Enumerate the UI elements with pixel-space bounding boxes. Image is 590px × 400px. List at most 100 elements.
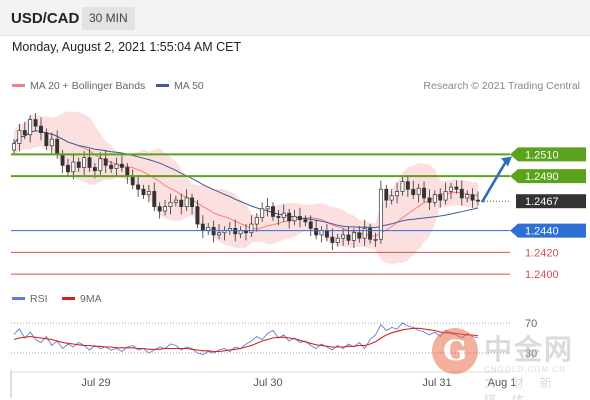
rsi-level-30-label: 30: [525, 348, 537, 360]
watermark-title: 中金网: [484, 333, 575, 366]
x-tick-label: Jul 29: [81, 377, 110, 389]
candle-body: [92, 167, 97, 172]
candle-body: [346, 234, 351, 241]
candle-body: [44, 132, 49, 147]
candle-body: [109, 164, 114, 169]
candle-body: [217, 232, 221, 236]
level-1-2467-label: 1.2467: [525, 196, 559, 208]
candle-body: [119, 163, 124, 168]
candle-body: [303, 219, 308, 223]
rsi-ma9-line: [13, 327, 479, 353]
candle-body: [190, 197, 194, 207]
chart-header: USD/CAD 30 MIN: [0, 0, 590, 36]
rsi-panel: 70 30: [11, 318, 537, 360]
candle-body: [173, 199, 178, 203]
candle-body: [330, 236, 335, 243]
datetime-label: Monday, August 2, 2021 1:55:04 AM CET: [12, 40, 242, 54]
legend-ma50: MA 50: [156, 80, 204, 92]
candles: [12, 113, 480, 251]
x-tick-label: Jul 30: [253, 377, 282, 389]
candle-body: [168, 201, 173, 207]
bollinger-label: MA 20 + Bollinger Bands: [30, 80, 146, 92]
candle-body: [298, 216, 302, 221]
level-1-2400-label: 1.2400: [525, 269, 559, 281]
candle-body: [49, 138, 54, 147]
candle-body: [449, 186, 453, 192]
candle-body: [22, 130, 27, 136]
candle-body: [465, 194, 470, 199]
ma50-line: [13, 130, 479, 229]
candle-body: [265, 206, 270, 210]
candle-body: [103, 158, 108, 166]
candle-body: [378, 188, 383, 240]
level-1-2467-tag: [516, 194, 586, 209]
candle-body: [454, 186, 459, 190]
candle-body: [281, 212, 286, 218]
level-1-2490-tag: [510, 169, 586, 184]
candle-body: [411, 188, 416, 196]
interval-badge[interactable]: 30 MIN: [82, 7, 135, 30]
x-axis: Jul 29 Jul 30 Jul 31 Aug 1: [10, 370, 517, 398]
level-1-2490-label: 1.2490: [525, 171, 559, 183]
candle-body: [384, 188, 389, 201]
level-1-2440-tag: [510, 223, 586, 238]
candle-body: [308, 221, 313, 229]
watermark-url: CNGOLD.COM.CN: [484, 365, 566, 374]
candle-body: [146, 191, 151, 196]
x-tick-label: Jul 31: [422, 377, 451, 389]
candle-body: [432, 194, 437, 203]
candle-body: [184, 197, 189, 207]
candle-body: [76, 161, 81, 168]
candle-body: [114, 163, 119, 169]
bollinger-band: [14, 111, 478, 264]
candle-body: [260, 208, 265, 218]
x-tick-label: Aug 1: [488, 377, 517, 389]
rsi-swatch: [12, 296, 25, 300]
candle-body: [362, 228, 367, 239]
candle-body: [351, 232, 356, 241]
candle-body: [82, 157, 87, 168]
candle-body: [98, 158, 103, 172]
level-1-2510-tag: [510, 147, 586, 162]
candle-body: [443, 191, 448, 201]
candle-body: [60, 154, 65, 166]
candle-body: [163, 206, 168, 212]
candle-body: [427, 197, 432, 203]
rsi-label: RSI: [30, 293, 48, 305]
candle-body: [55, 138, 60, 155]
candle-body: [141, 188, 146, 196]
ma50-label: MA 50: [174, 80, 204, 92]
watermark-subtitle: 文 财 新 媒 体: [484, 376, 558, 400]
legend-rsi: RSI: [12, 293, 48, 305]
bollinger-swatch: [12, 83, 25, 87]
candle-body: [319, 230, 324, 236]
candle-body: [179, 199, 184, 207]
candle-body: [33, 119, 38, 127]
price-levels: 1.2510 1.2490 1.2467 1.2440 1.2420 1.2400: [11, 147, 586, 281]
candle-body: [200, 223, 205, 231]
candle-body: [373, 238, 378, 241]
candle-body: [357, 232, 362, 239]
candle-body: [17, 130, 22, 144]
level-1-2420-label: 1.2420: [525, 247, 559, 259]
symbol-title: USD/CAD: [11, 10, 80, 27]
candle-body: [249, 223, 254, 234]
copyright-text: Research © 2021 Trading Central: [423, 80, 580, 92]
candle-body: [292, 216, 297, 222]
candle-body: [28, 119, 33, 136]
candle-body: [66, 164, 70, 173]
ma50-swatch: [156, 83, 169, 87]
candle-body: [368, 228, 373, 240]
candle-body: [287, 212, 292, 222]
candle-body: [12, 143, 16, 151]
ma9-swatch: [62, 296, 75, 300]
rsi-level-70-label: 70: [525, 318, 537, 330]
candle-body: [136, 184, 141, 190]
candle-body: [405, 181, 410, 190]
forecast-arrow-head: [501, 156, 512, 167]
candle-body: [395, 191, 400, 197]
candle-body: [125, 167, 130, 177]
candle-body: [152, 191, 157, 207]
candle-body: [459, 188, 464, 199]
